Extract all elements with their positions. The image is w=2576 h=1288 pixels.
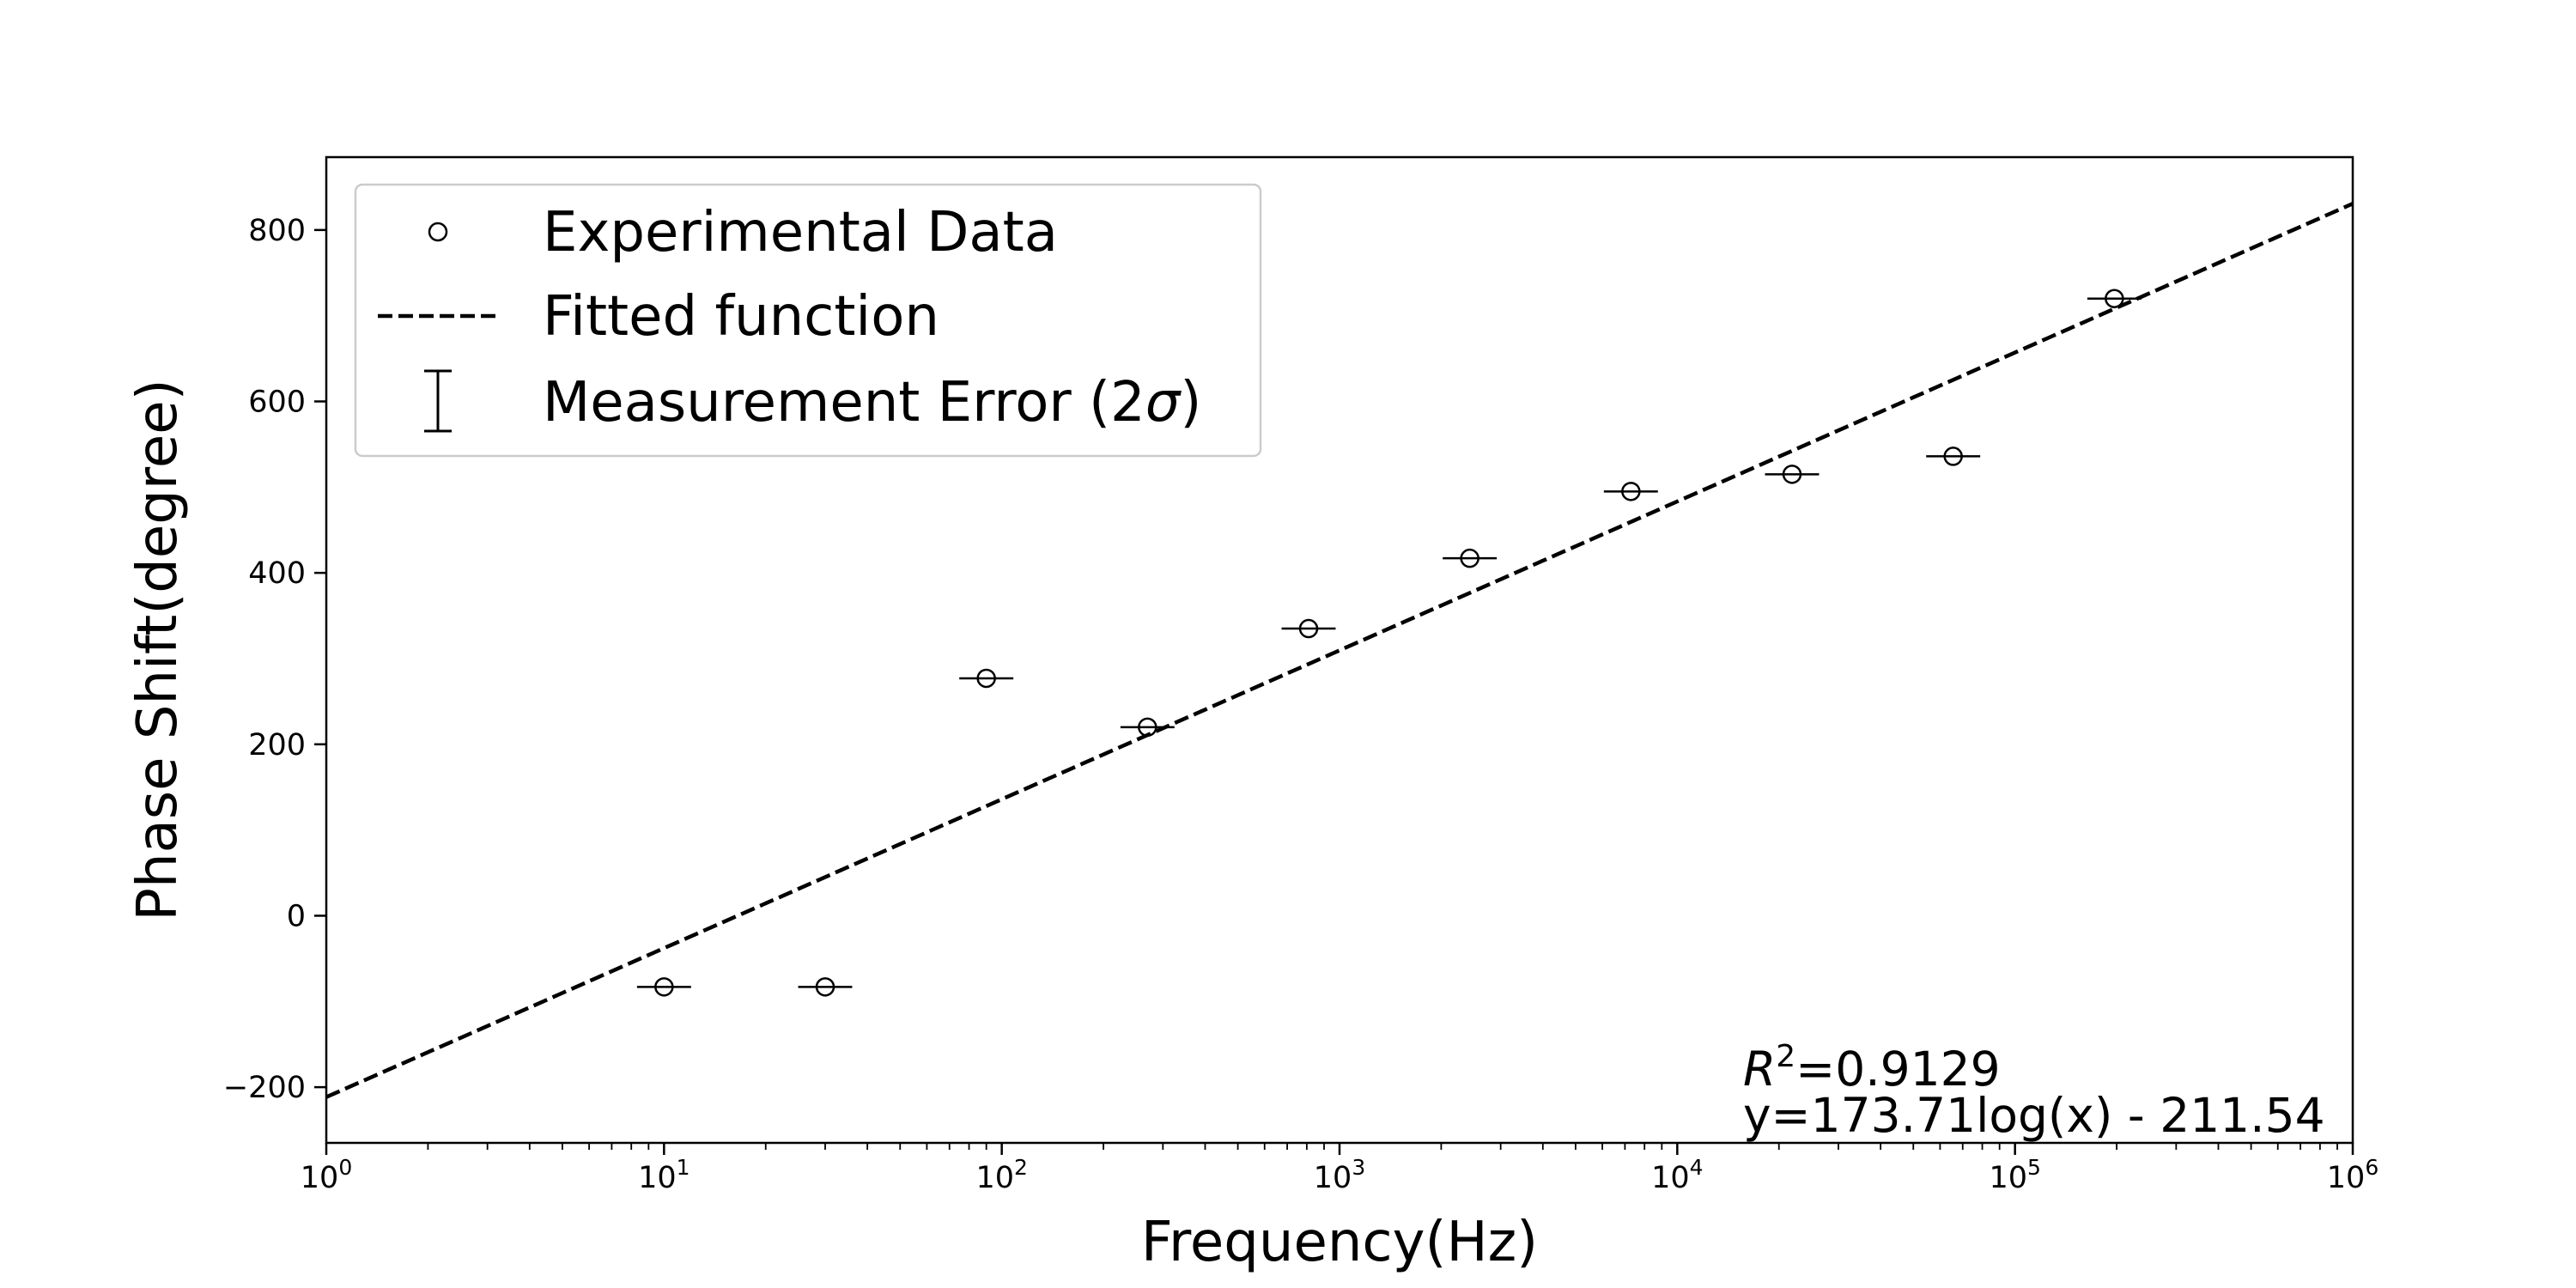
- data-point: [1603, 482, 1658, 501]
- x-tick-label: 101: [638, 1155, 690, 1195]
- y-axis-label: Phase Shift(degree): [126, 379, 190, 920]
- data-point: [798, 977, 853, 997]
- legend-box: [354, 183, 1262, 458]
- y-tick-label: 600: [248, 386, 306, 420]
- data-point: [1926, 447, 1981, 466]
- x-tick-label: 106: [2327, 1155, 2379, 1195]
- data-points-layer: [636, 289, 2142, 997]
- fitted-function-layer: [326, 202, 2353, 1099]
- legend-error-bar-icon: [424, 369, 452, 433]
- data-point: [2087, 289, 2142, 308]
- x-axis-label: Frequency(Hz): [1141, 1211, 1538, 1274]
- data-point: [1281, 618, 1336, 639]
- data-point: [1443, 548, 1498, 568]
- fitted-function-line: [326, 202, 2353, 1099]
- x-axis-ticks: 100 101 102 103 104 105 106: [301, 1143, 2379, 1195]
- data-point-marker: [976, 668, 996, 689]
- y-tick-label: −200: [223, 1071, 306, 1105]
- legend-label-experimental-data: Experimental Data: [543, 201, 1058, 264]
- x-tick-label: 104: [1651, 1155, 1703, 1195]
- data-point: [959, 668, 1014, 689]
- y-axis-ticks: −200 0 200 400 600 800: [223, 214, 326, 1105]
- y-tick-label: 0: [287, 899, 306, 933]
- data-point-marker: [1298, 618, 1319, 639]
- x-tick-label: 100: [301, 1155, 352, 1195]
- legend: Experimental Data Fitted function Measur…: [354, 183, 1262, 458]
- data-point-marker: [654, 977, 674, 997]
- legend-data-marker: [428, 222, 448, 242]
- fit-equation-annotation: y=173.71log(x) - 211.54: [1743, 1088, 2325, 1143]
- legend-label-fitted-function: Fitted function: [543, 285, 939, 349]
- data-point-marker: [1138, 717, 1157, 738]
- data-point-marker: [1782, 465, 1802, 484]
- y-tick-label: 800: [248, 214, 306, 248]
- data-point: [1120, 717, 1175, 738]
- r-squared-annotation: R2=0.9129: [1743, 1039, 2001, 1097]
- y-tick-label: 200: [248, 728, 306, 762]
- data-point-marker: [1943, 447, 1963, 466]
- x-tick-label: 103: [1314, 1155, 1365, 1195]
- data-point-marker: [1460, 548, 1479, 568]
- data-point-marker: [815, 977, 835, 997]
- x-tick-label: 105: [1989, 1155, 2040, 1195]
- data-point-marker: [2105, 289, 2124, 308]
- x-tick-label: 102: [975, 1155, 1027, 1195]
- data-point-marker: [1621, 482, 1641, 501]
- data-point: [636, 977, 691, 997]
- y-tick-label: 400: [248, 556, 306, 591]
- legend-label-measurement-error: Measurement Error (2σ): [543, 371, 1201, 434]
- data-point: [1765, 465, 1820, 484]
